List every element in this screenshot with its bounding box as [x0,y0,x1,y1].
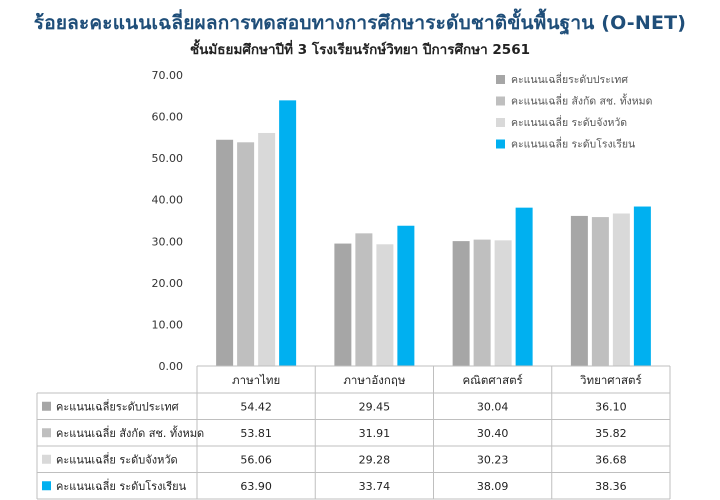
y-tick-label: 20.00 [152,277,184,290]
legend-label-1: คะแนนเฉลี่ยระดับประเทศ [511,72,628,86]
table-cell: 31.91 [359,427,391,440]
bar-4-4 [633,206,651,366]
table-row-label-3: คะแนนเฉลี่ย ระดับจังหวัด [56,451,178,466]
bar-4-1 [279,100,297,366]
table-row-swatch-2 [42,428,51,438]
category-label-1: ภาษาไทย [232,373,280,387]
y-tick-label: 70.00 [152,69,184,82]
table-cell: 35.82 [595,427,627,440]
y-tick-label: 10.00 [152,318,184,331]
table-row-swatch-1 [42,401,51,411]
bar-1-3 [452,241,470,366]
bar-1-1 [216,139,234,366]
legend-label-2: คะแนนเฉลี่ย สังกัด สช. ทั้งหมด [511,94,652,108]
legend-swatch-4 [496,139,505,149]
table-cell: 54.42 [240,400,272,413]
category-label-4: วิทยาศาสตร์ [580,373,642,387]
bar-3-2 [376,244,394,366]
table-row-swatch-3 [42,454,51,464]
category-label-3: คณิตศาสตร์ [462,373,522,387]
legend-swatch-3 [496,118,505,127]
bar-3-4 [612,213,630,366]
category-label-2: ภาษาอังกฤษ [343,373,406,387]
legend-label-4: คะแนนเฉลี่ย ระดับโรงเรียน [511,137,635,151]
table-cell: 38.09 [477,480,509,493]
table-cell: 38.36 [595,480,627,493]
legend-label-3: คะแนนเฉลี่ย ระดับจังหวัด [511,115,627,129]
y-tick-label: 0.00 [159,360,184,373]
bar-1-2 [334,243,352,366]
y-tick-label: 30.00 [152,235,184,248]
table-cell: 53.81 [240,427,272,440]
bar-2-4 [591,217,609,366]
bar-3-1 [258,132,276,366]
table-cell: 30.04 [477,400,509,413]
table-cell: 36.10 [595,400,627,413]
legend-swatch-2 [496,96,505,106]
table-cell: 36.68 [595,453,627,466]
bar-2-1 [237,142,255,366]
y-tick-label: 50.00 [152,152,184,165]
bar-2-2 [355,233,373,366]
bar-4-2 [397,225,415,366]
table-cell: 29.28 [359,453,391,466]
table-cell: 30.23 [477,453,509,466]
chart-title: ร้อยละคะแนนเฉลี่ยผลการทดสอบทางการศึกษาระ… [33,12,687,34]
table-row-label-2: คะแนนเฉลี่ย สังกัด สช. ทั้งหมด [56,425,204,440]
table-cell: 33.74 [359,480,391,493]
table-cell: 63.90 [240,480,272,493]
bar-1-4 [570,215,588,366]
table-row-label-4: คะแนนเฉลี่ย ระดับโรงเรียน [56,478,187,493]
chart-subtitle: ชั้นมัธยมศึกษาปีที่ 3 โรงเรียนรักษ์วิทยา… [190,42,530,58]
table-row-swatch-4 [42,481,51,491]
table-cell: 30.40 [477,427,509,440]
table-cell: 56.06 [240,453,272,466]
table-cell: 29.45 [359,400,391,413]
y-tick-label: 60.00 [152,111,184,124]
bar-2-3 [473,239,491,366]
y-tick-label: 40.00 [152,194,184,207]
legend-swatch-1 [496,75,505,84]
table-row-label-1: คะแนนเฉลี่ยระดับประเทศ [56,398,179,413]
bar-3-3 [494,240,512,366]
bar-4-3 [515,207,533,366]
